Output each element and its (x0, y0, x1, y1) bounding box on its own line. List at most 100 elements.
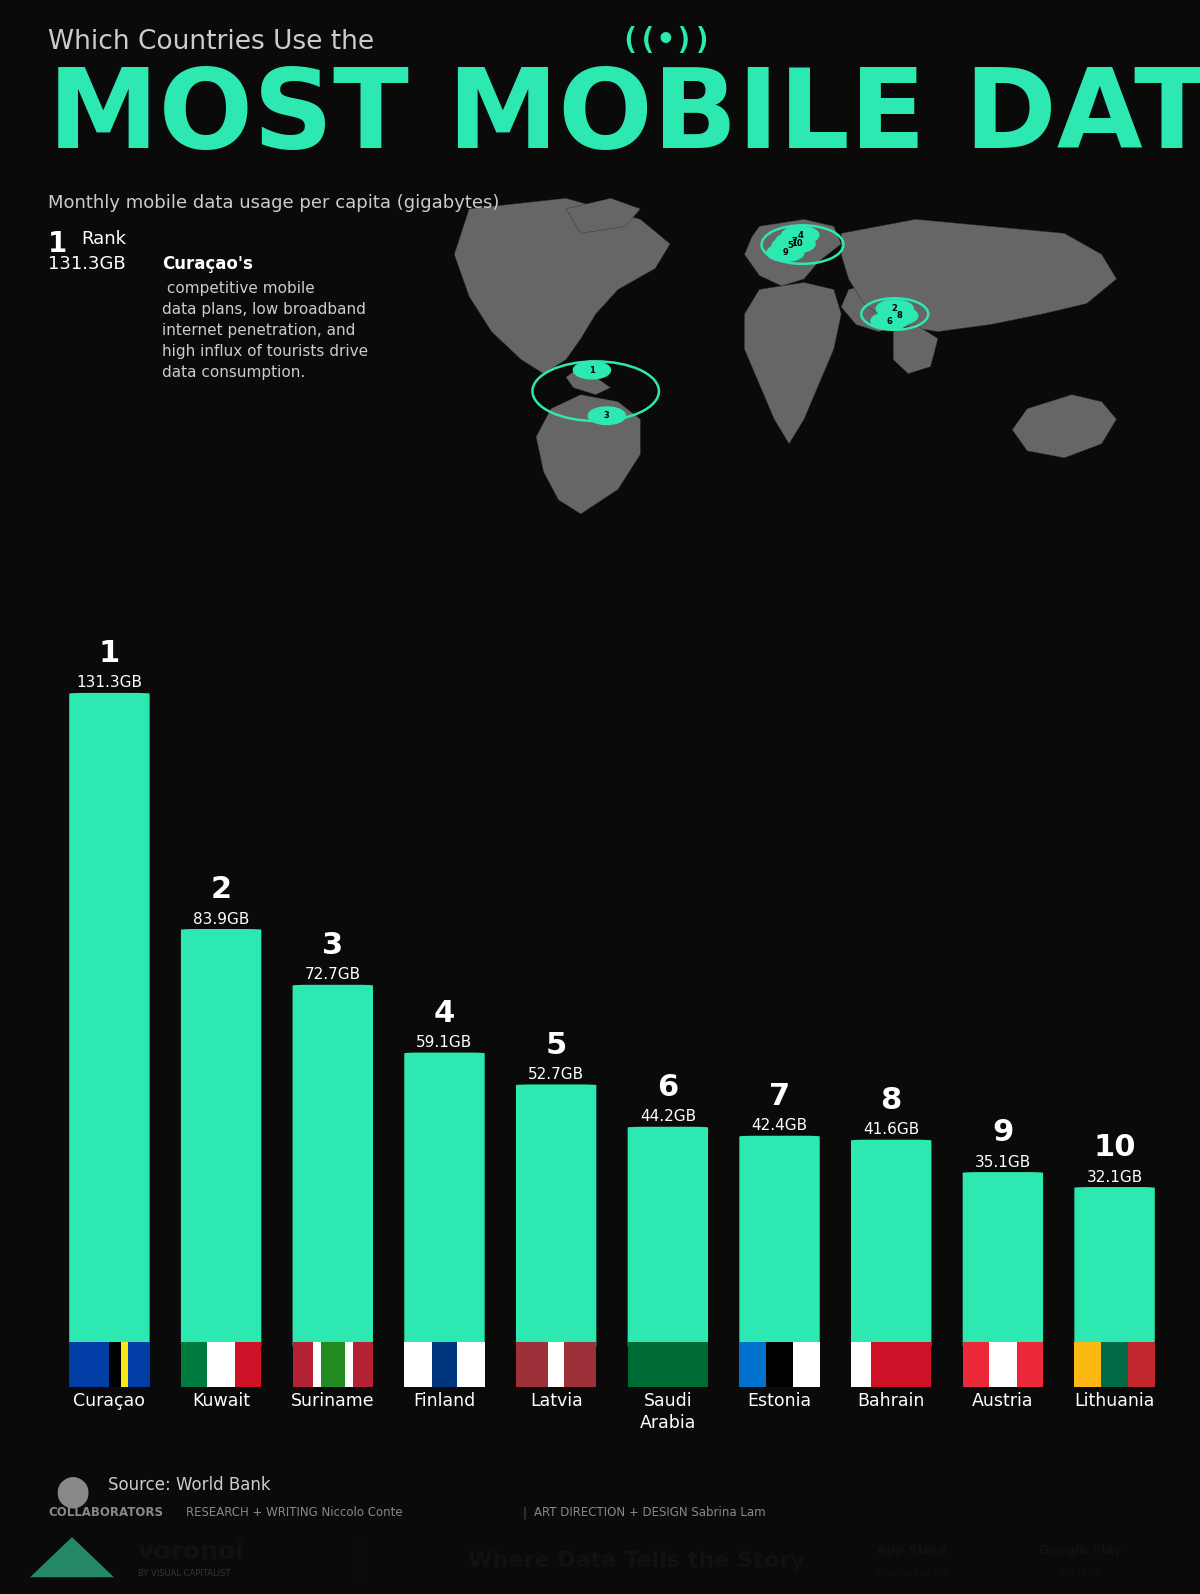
Text: 4: 4 (797, 231, 803, 239)
Polygon shape (841, 279, 923, 332)
Circle shape (775, 233, 812, 250)
Circle shape (574, 362, 611, 379)
Text: Curaçao's: Curaçao's (162, 255, 253, 273)
Text: 1: 1 (48, 230, 67, 258)
Text: 9: 9 (992, 1117, 1014, 1148)
Bar (344, 1342, 353, 1387)
Text: 8: 8 (881, 1086, 902, 1114)
Bar (121, 1342, 128, 1387)
Polygon shape (536, 395, 641, 513)
Bar (548, 1342, 564, 1387)
Text: 131.3GB: 131.3GB (77, 676, 143, 690)
Text: Which Countries Use the: Which Countries Use the (48, 29, 374, 54)
Bar (962, 1342, 989, 1387)
Text: Suriname: Suriname (290, 1392, 374, 1411)
Text: Kuwait: Kuwait (192, 1392, 250, 1411)
Text: 5: 5 (546, 1030, 566, 1060)
Circle shape (767, 244, 804, 261)
Circle shape (881, 308, 918, 325)
Circle shape (778, 236, 815, 253)
Bar (353, 1342, 373, 1387)
FancyBboxPatch shape (962, 1172, 1043, 1347)
Text: Source: World Bank: Source: World Bank (108, 1476, 271, 1494)
Text: 42.4GB: 42.4GB (751, 1119, 808, 1133)
Bar (516, 1342, 548, 1387)
FancyBboxPatch shape (181, 929, 262, 1347)
Text: Lithuania: Lithuania (1074, 1392, 1154, 1411)
Text: Google Play: Google Play (1039, 1545, 1121, 1557)
Text: 2: 2 (892, 304, 898, 314)
Bar (793, 1342, 820, 1387)
Bar (313, 1342, 320, 1387)
Bar (293, 1342, 313, 1387)
FancyBboxPatch shape (293, 985, 373, 1347)
Text: 7: 7 (769, 1082, 790, 1111)
Text: Monthly mobile data usage per capita (gigabytes): Monthly mobile data usage per capita (gi… (48, 194, 499, 212)
Text: Finland: Finland (413, 1392, 475, 1411)
Text: Rank: Rank (82, 230, 127, 247)
Text: Saudi
Arabia: Saudi Arabia (640, 1392, 696, 1431)
Text: |: | (522, 1506, 526, 1519)
Polygon shape (1013, 395, 1116, 457)
Bar (628, 1342, 708, 1387)
Text: COLLABORATORS: COLLABORATORS (48, 1506, 163, 1519)
Text: Austria: Austria (972, 1392, 1033, 1411)
Text: 8: 8 (896, 311, 902, 320)
Polygon shape (841, 220, 1116, 332)
Text: 9: 9 (782, 249, 788, 257)
Text: competitive mobile
data plans, low broadband
internet penetration, and
high infl: competitive mobile data plans, low broad… (162, 281, 368, 379)
Text: 72.7GB: 72.7GB (305, 968, 361, 982)
Text: Estonia: Estonia (748, 1392, 811, 1411)
Bar (128, 1342, 150, 1387)
Bar (564, 1342, 596, 1387)
Circle shape (772, 238, 809, 255)
Polygon shape (30, 1537, 114, 1578)
FancyBboxPatch shape (739, 1135, 820, 1347)
Text: 5: 5 (787, 241, 793, 250)
Text: 1: 1 (98, 639, 120, 668)
Circle shape (588, 406, 625, 424)
Bar (766, 1342, 793, 1387)
Bar (320, 1342, 344, 1387)
Bar (989, 1342, 1016, 1387)
Text: 2: 2 (210, 875, 232, 904)
Text: 6: 6 (887, 317, 893, 325)
Polygon shape (566, 367, 611, 395)
Text: App Store: App Store (877, 1545, 947, 1557)
Text: 6: 6 (658, 1073, 678, 1101)
Text: RESEARCH + WRITING Niccolo Conte: RESEARCH + WRITING Niccolo Conte (186, 1506, 403, 1519)
Bar (432, 1342, 456, 1387)
Circle shape (876, 300, 913, 317)
Text: GET IT ON: GET IT ON (1058, 1570, 1102, 1578)
Text: 35.1GB: 35.1GB (974, 1154, 1031, 1170)
Polygon shape (744, 220, 841, 285)
Polygon shape (566, 198, 641, 233)
Text: 52.7GB: 52.7GB (528, 1066, 584, 1082)
Text: 32.1GB: 32.1GB (1086, 1170, 1142, 1184)
Text: ART DIRECTION + DESIGN Sabrina Lam: ART DIRECTION + DESIGN Sabrina Lam (534, 1506, 766, 1519)
Text: 59.1GB: 59.1GB (416, 1035, 473, 1050)
Text: 10: 10 (791, 239, 803, 249)
Polygon shape (744, 282, 841, 443)
Bar (404, 1342, 432, 1387)
Polygon shape (893, 325, 938, 373)
Bar (1016, 1342, 1043, 1387)
Circle shape (871, 312, 908, 330)
FancyBboxPatch shape (70, 693, 150, 1347)
Text: 44.2GB: 44.2GB (640, 1109, 696, 1124)
Bar (871, 1342, 931, 1387)
Text: 4: 4 (434, 998, 455, 1028)
Text: 3: 3 (323, 931, 343, 960)
Bar (456, 1342, 485, 1387)
Bar (739, 1342, 766, 1387)
Text: voronoi: voronoi (138, 1540, 245, 1564)
Text: MOST MOBILE DATA?: MOST MOBILE DATA? (48, 64, 1200, 171)
Text: ((•)): ((•)) (620, 26, 712, 54)
Bar (70, 1342, 109, 1387)
Polygon shape (455, 198, 670, 373)
FancyBboxPatch shape (851, 1140, 931, 1347)
Bar (235, 1342, 262, 1387)
Text: Latvia: Latvia (529, 1392, 582, 1411)
Text: 7: 7 (792, 236, 797, 245)
Circle shape (781, 226, 818, 244)
